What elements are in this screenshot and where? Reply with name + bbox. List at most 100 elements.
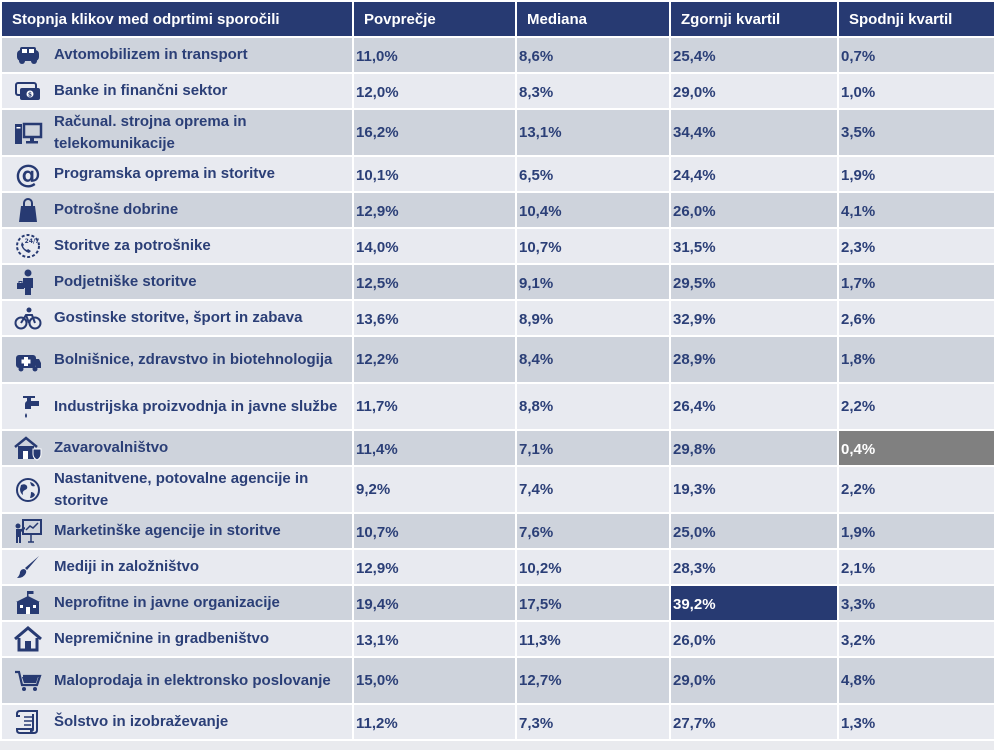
lower-quartile-cell: 2,6% [837, 299, 994, 337]
industry-cell: 24/7 Storitve za potrošnike [0, 227, 354, 265]
industry-cell: Nepremičnine in gradbeništvo [0, 620, 354, 658]
table-row: Marketinške agencije in storitve 10,7% 7,6… [0, 512, 994, 550]
median-cell: 7,4% [515, 465, 671, 514]
upper-quartile-cell: 28,9% [669, 335, 839, 384]
header-row: Stopnja klikov med odprtimi sporočili Po… [0, 0, 994, 38]
header-average: Povprečje [352, 0, 517, 38]
industry-cell: Računal. strojna oprema in telekomunikac… [0, 108, 354, 157]
industry-label: Maloprodaja in elektronsko poslovanje [54, 671, 331, 689]
industry-label: Šolstvo in izobraževanje [54, 713, 229, 730]
scroll-icon [2, 708, 54, 736]
industry-cell: Marketinške agencije in storitve [0, 512, 354, 550]
average-cell: 19,4% [352, 584, 517, 622]
industry-label: Industrijska proizvodnja in javne službe [54, 397, 338, 415]
table-row: 24/7 Storitve za potrošnike 14,0% 10,7% 31,5… [0, 227, 994, 265]
average-cell: 12,9% [352, 191, 517, 229]
header-lower-quartile: Spodnji kvartil [837, 0, 994, 38]
average-cell: 13,6% [352, 299, 517, 337]
median-cell: 10,4% [515, 191, 671, 229]
school-building-icon [2, 589, 54, 617]
lower-quartile-cell: 1,3% [837, 703, 994, 741]
average-cell: 13,1% [352, 620, 517, 658]
table-row: @ Programska oprema in storitve 10,1% 6,5% 2… [0, 155, 994, 193]
industry-cell: Potrošne dobrine [0, 191, 354, 229]
lower-quartile-cell: 2,2% [837, 465, 994, 514]
table-row: Industrijska proizvodnja in javne službe… [0, 382, 994, 431]
header-industry: Stopnja klikov med odprtimi sporočili [0, 0, 354, 38]
average-cell: 10,1% [352, 155, 517, 193]
table-row: Nepremičnine in gradbeništvo 13,1% 11,3% 26… [0, 620, 994, 658]
table-row: Maloprodaja in elektronsko poslovanje 15,… [0, 656, 994, 705]
industry-label: Zavarovalništvo [54, 439, 169, 456]
table-row: Šolstvo in izobraževanje 11,2% 7,3% 27,7% 1,… [0, 703, 994, 741]
median-cell: 11,3% [515, 620, 671, 658]
upper-quartile-cell: 26,4% [669, 382, 839, 431]
average-cell: 9,2% [352, 465, 517, 514]
house-shield-icon [2, 434, 54, 462]
median-cell: 7,3% [515, 703, 671, 741]
industry-cell: Avtomobilizem in transport [0, 36, 354, 74]
table-row: Potrošne dobrine 12,9% 10,4% 26,0% 4,1% [0, 191, 994, 229]
median-cell: 13,1% [515, 108, 671, 157]
faucet-icon [2, 393, 54, 421]
upper-quartile-cell: 31,5% [669, 227, 839, 265]
table-row: Avtomobilizem in transport 11,0% 8,6% 25,4%… [0, 36, 994, 74]
table-row: Podjetniške storitve 12,5% 9,1% 29,5% 1,7% [0, 263, 994, 301]
average-cell: 10,7% [352, 512, 517, 550]
upper-quartile-cell: 19,3% [669, 465, 839, 514]
lower-quartile-cell: 4,1% [837, 191, 994, 229]
industry-cell: Nastanitvene, potovalne agencije in stor… [0, 465, 354, 514]
median-cell: 8,4% [515, 335, 671, 384]
median-cell: 7,6% [515, 512, 671, 550]
header-upper-quartile: Zgornji kvartil [669, 0, 839, 38]
median-cell: 8,8% [515, 382, 671, 431]
table-row: Računal. strojna oprema in telekomunikac… [0, 108, 994, 157]
industry-label: Nastanitvene, potovalne agencije in stor… [54, 469, 309, 509]
lower-quartile-cell: 2,2% [837, 382, 994, 431]
svg-text:$: $ [28, 92, 32, 99]
lower-quartile-cell: 0,4% [837, 429, 994, 467]
at-sign-icon: @ [2, 160, 54, 188]
industry-label: Marketinške agencije in storitve [54, 522, 281, 539]
average-cell: 12,0% [352, 72, 517, 110]
median-cell: 9,1% [515, 263, 671, 301]
industry-cell: Gostinske storitve, šport in zabava [0, 299, 354, 337]
lower-quartile-cell: 2,1% [837, 548, 994, 586]
industry-label: Neprofitne in javne organizacije [54, 594, 280, 611]
svg-text:24/7: 24/7 [25, 238, 40, 245]
globe-icon [2, 476, 54, 504]
upper-quartile-cell: 26,0% [669, 620, 839, 658]
brush-icon [2, 553, 54, 581]
computer-icon [2, 119, 54, 147]
industry-cell: @ Programska oprema in storitve [0, 155, 354, 193]
upper-quartile-cell: 29,5% [669, 263, 839, 301]
average-cell: 12,2% [352, 335, 517, 384]
average-cell: 15,0% [352, 656, 517, 705]
lower-quartile-cell: 1,8% [837, 335, 994, 384]
header-median: Mediana [515, 0, 671, 38]
industry-label: Nepremičnine in gradbeništvo [54, 630, 270, 647]
lower-quartile-cell: 2,3% [837, 227, 994, 265]
median-cell: 10,2% [515, 548, 671, 586]
businessman-icon [2, 268, 54, 296]
industry-cell: Šolstvo in izobraževanje [0, 703, 354, 741]
lower-quartile-cell: 3,3% [837, 584, 994, 622]
table-row: Zavarovalništvo 11,4% 7,1% 29,8% 0,4% [0, 429, 994, 467]
industry-label: Podjetniške storitve [54, 273, 197, 290]
home-icon [2, 625, 54, 653]
car-icon [2, 41, 54, 69]
upper-quartile-cell: 29,8% [669, 429, 839, 467]
table-row: Gostinske storitve, šport in zabava 13,6%… [0, 299, 994, 337]
table-row: Mediji in založništvo 12,9% 10,2% 28,3% 2,1% [0, 548, 994, 586]
upper-quartile-cell: 32,9% [669, 299, 839, 337]
industry-label: Programska oprema in storitve [54, 165, 275, 182]
industry-label: Banke in finančni sektor [54, 82, 228, 99]
median-cell: 10,7% [515, 227, 671, 265]
presentation-icon [2, 517, 54, 545]
industry-label: Avtomobilizem in transport [54, 46, 248, 63]
median-cell: 12,7% [515, 656, 671, 705]
upper-quartile-cell: 26,0% [669, 191, 839, 229]
median-cell: 17,5% [515, 584, 671, 622]
table-row: $ Banke in finančni sektor 12,0% 8,3% 29,0% 1… [0, 72, 994, 110]
